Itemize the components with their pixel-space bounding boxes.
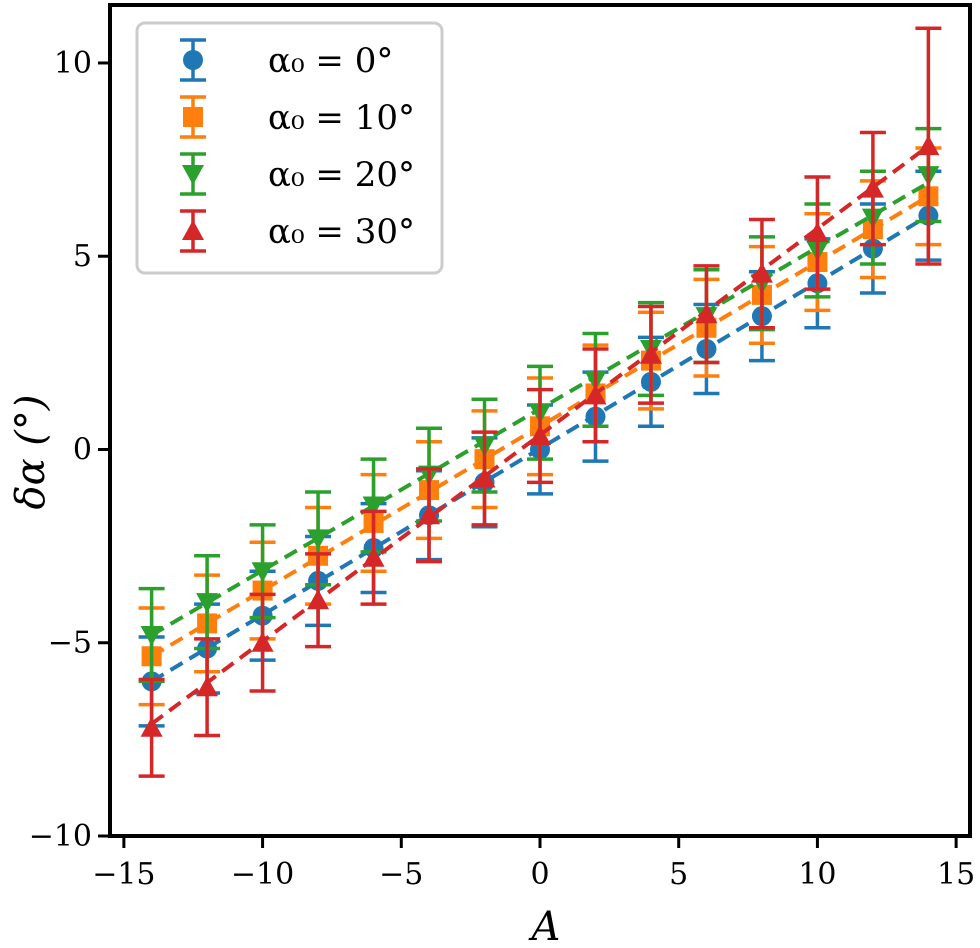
- y-tick-label: 0: [73, 432, 92, 467]
- x-tick-label: 5: [669, 857, 688, 892]
- y-axis-label: δα (°): [8, 394, 54, 509]
- legend-item-3: α₀ = 30°: [180, 209, 415, 253]
- data-point: [695, 303, 718, 324]
- y-tick-label: −10: [29, 819, 92, 854]
- x-tick-label: −10: [231, 857, 294, 892]
- legend-marker: [182, 220, 204, 240]
- series-3: [138, 26, 942, 778]
- x-axis-ticks: −15 −10 −5 0 5 10 15: [92, 836, 975, 892]
- legend-label: α₀ = 10°: [268, 98, 415, 138]
- data-point: [529, 424, 551, 445]
- y-tick-label: 5: [73, 239, 92, 274]
- legend-label: α₀ = 0°: [268, 41, 393, 81]
- data-point: [307, 529, 330, 550]
- legend-label: α₀ = 30°: [268, 212, 415, 252]
- data-point: [639, 343, 662, 364]
- x-tick-label: 15: [937, 857, 975, 892]
- x-tick-label: −5: [379, 857, 423, 892]
- legend: α₀ = 0° α₀ = 10° α₀ = 20° α₀ = 30°: [135, 21, 444, 275]
- plot-marks: [138, 26, 942, 778]
- legend-marker: [183, 107, 203, 127]
- legend-box: [135, 21, 444, 275]
- legend-item-0: α₀ = 0°: [180, 38, 393, 82]
- data-point: [196, 593, 219, 614]
- y-tick-label: −5: [48, 626, 92, 661]
- legend-marker: [183, 50, 203, 70]
- legend-item-1: α₀ = 10°: [180, 95, 415, 139]
- x-axis-label: A: [528, 904, 561, 948]
- data-point: [140, 626, 163, 647]
- x-tick-label: 10: [798, 857, 836, 892]
- data-point: [251, 562, 274, 583]
- data-point: [362, 546, 385, 567]
- data-point: [750, 262, 773, 283]
- data-point: [861, 177, 884, 198]
- y-tick-label: 10: [54, 46, 92, 81]
- legend-item-2: α₀ = 20°: [180, 152, 415, 196]
- x-tick-label: 0: [530, 857, 549, 892]
- data-point: [584, 384, 607, 405]
- data-point: [806, 222, 829, 243]
- data-point: [307, 589, 330, 610]
- data-point: [362, 496, 385, 517]
- data-point: [418, 504, 441, 525]
- legend-marker: [182, 165, 204, 185]
- data-point: [196, 676, 219, 697]
- data-point: [473, 467, 496, 488]
- y-axis-ticks: −10 −5 0 5 10: [29, 46, 110, 854]
- legend-label: α₀ = 20°: [268, 155, 415, 195]
- data-point: [140, 716, 163, 737]
- x-tick-label: −15: [92, 857, 155, 892]
- data-point: [251, 631, 274, 652]
- data-point: [917, 135, 940, 156]
